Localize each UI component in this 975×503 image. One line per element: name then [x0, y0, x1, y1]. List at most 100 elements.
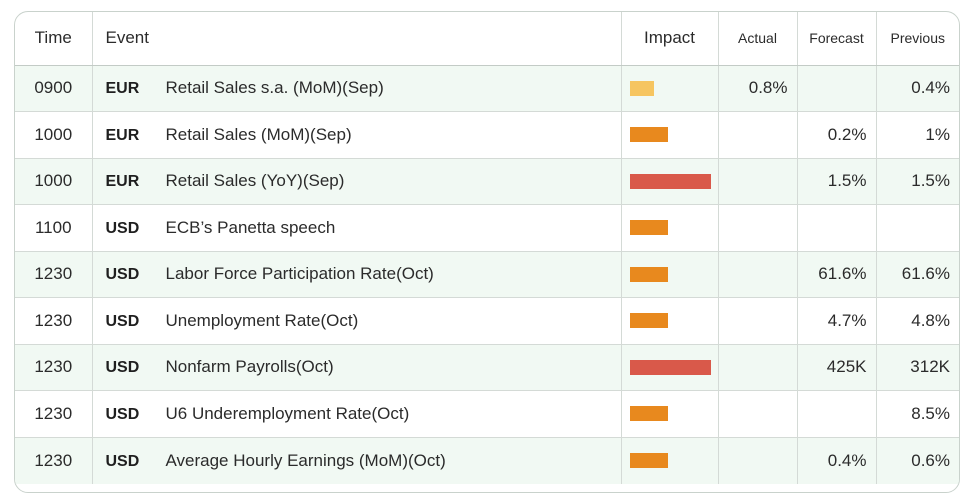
previous-cell: 1% — [876, 111, 959, 159]
impact-cell — [621, 344, 719, 391]
column-header-previous[interactable]: Previous — [876, 12, 959, 66]
table-row[interactable]: 1100 USD ECB’s Panetta speech — [15, 204, 959, 252]
impact-bar-high — [629, 173, 711, 189]
actual-cell — [718, 297, 798, 345]
table-row[interactable]: 1230 USD Unemployment Rate(Oct) 4.7% 4.8% — [15, 297, 959, 345]
calendar-table: Time Event Impact Actual Forecast Previo… — [15, 12, 959, 484]
impact-cell — [621, 390, 719, 438]
table-row[interactable]: 1230 USD Average Hourly Earnings (MoM)(Oc… — [15, 437, 959, 484]
impact-cell — [621, 251, 719, 298]
impact-cell — [621, 65, 719, 112]
event-cell: USD Average Hourly Earnings (MoM)(Oct) — [92, 437, 622, 484]
forecast-cell — [797, 65, 877, 112]
event-cell: USD Labor Force Participation Rate(Oct) — [92, 251, 622, 298]
currency-code: EUR — [105, 173, 140, 191]
event-name: Retail Sales (MoM)(Sep) — [165, 124, 352, 144]
forecast-cell: 4.7% — [797, 297, 877, 345]
forecast-cell: 0.2% — [797, 111, 877, 159]
time-cell: 1230 — [15, 390, 93, 438]
forecast-cell — [797, 390, 877, 438]
column-header-actual[interactable]: Actual — [718, 12, 798, 66]
event-cell: USD ECB’s Panetta speech — [92, 204, 622, 252]
table-row[interactable]: 1230 USD Nonfarm Payrolls(Oct) 425K 312K — [15, 344, 959, 391]
time-cell: 1000 — [15, 111, 93, 159]
previous-cell: 4.8% — [876, 297, 959, 345]
event-cell: EUR Retail Sales (YoY)(Sep) — [92, 158, 622, 205]
currency-code: USD — [105, 359, 140, 377]
header-row: Time Event Impact Actual Forecast Previo… — [15, 12, 959, 66]
previous-cell — [876, 204, 959, 252]
table-header: Time Event Impact Actual Forecast Previo… — [15, 12, 959, 66]
currency-code: USD — [105, 452, 140, 470]
currency-code: EUR — [105, 126, 140, 144]
actual-cell — [718, 437, 798, 484]
table-row[interactable]: 0900 EUR Retail Sales s.a. (MoM)(Sep) 0.8… — [15, 65, 959, 112]
impact-cell — [621, 437, 719, 484]
forecast-cell: 0.4% — [797, 437, 877, 484]
currency-code: USD — [105, 312, 140, 330]
impact-cell — [621, 297, 719, 345]
actual-cell — [718, 204, 798, 252]
time-cell: 1000 — [15, 158, 93, 205]
impact-cell — [621, 204, 719, 252]
actual-cell — [718, 111, 798, 159]
previous-cell: 0.6% — [911, 450, 950, 470]
event-name: Retail Sales (YoY)(Sep) — [165, 171, 345, 191]
actual-cell — [718, 251, 798, 298]
event-name: Nonfarm Payrolls(Oct) — [165, 357, 334, 377]
impact-bar-medium — [629, 127, 668, 143]
impact-cell — [621, 158, 719, 205]
economic-calendar-table: Time Event Impact Actual Forecast Previo… — [14, 11, 960, 493]
time-cell: 1230 — [15, 251, 93, 298]
actual-cell — [718, 390, 798, 438]
impact-cell — [621, 111, 719, 159]
table-row[interactable]: 1230 USD Labor Force Participation Rate(O… — [15, 251, 959, 298]
actual-cell — [718, 344, 798, 391]
actual-cell — [718, 158, 798, 205]
column-header-impact[interactable]: Impact — [621, 12, 719, 66]
table-row[interactable]: 1000 EUR Retail Sales (MoM)(Sep) 0.2% 1% — [15, 111, 959, 159]
previous-cell: 0.4% — [876, 65, 959, 112]
column-header-forecast[interactable]: Forecast — [797, 12, 877, 66]
column-header-time[interactable]: Time — [15, 12, 93, 66]
previous-cell: 61.6% — [876, 251, 959, 298]
time-cell: 1230 — [15, 297, 93, 345]
forecast-cell: 61.6% — [797, 251, 877, 298]
column-header-event[interactable]: Event — [92, 12, 622, 66]
table-row[interactable]: 1000 EUR Retail Sales (YoY)(Sep) 1.5% 1.5… — [15, 158, 959, 205]
impact-bar-high — [629, 359, 711, 375]
event-cell: USD U6 Underemployment Rate(Oct) — [92, 390, 622, 438]
currency-code: EUR — [105, 80, 140, 98]
table-body: 0900 EUR Retail Sales s.a. (MoM)(Sep) 0.8… — [15, 65, 959, 484]
event-name: ECB’s Panetta speech — [165, 217, 336, 237]
previous-cell: 1.5% — [876, 158, 959, 205]
impact-bar-low — [629, 80, 654, 96]
forecast-cell: 425K — [797, 344, 877, 391]
event-name: Unemployment Rate(Oct) — [165, 310, 359, 330]
event-name: Labor Force Participation Rate(Oct) — [165, 264, 434, 284]
event-name: Average Hourly Earnings (MoM)(Oct) — [165, 450, 446, 470]
impact-bar-medium — [629, 220, 668, 236]
time-cell: 1100 — [15, 204, 93, 252]
event-cell: EUR Retail Sales s.a. (MoM)(Sep) — [92, 65, 622, 112]
table-row[interactable]: 1230 USD U6 Underemployment Rate(Oct) 8.5… — [15, 390, 959, 438]
previous-cell: 312K — [876, 344, 959, 391]
forecast-cell: 1.5% — [797, 158, 877, 205]
impact-bar-medium — [629, 453, 668, 468]
currency-code: USD — [105, 405, 140, 423]
previous-cell: 8.5% — [876, 390, 959, 438]
impact-bar-medium — [629, 313, 668, 329]
event-cell: EUR Retail Sales (MoM)(Sep) — [92, 111, 622, 159]
impact-bar-medium — [629, 406, 668, 422]
event-name: U6 Underemployment Rate(Oct) — [165, 403, 410, 423]
time-cell: 0900 — [15, 65, 93, 112]
time-cell: 1230 — [15, 344, 93, 391]
event-cell: USD Unemployment Rate(Oct) — [92, 297, 622, 345]
impact-bar-medium — [629, 266, 668, 282]
currency-code: USD — [105, 219, 140, 237]
currency-code: USD — [105, 266, 140, 284]
event-name: Retail Sales s.a. (MoM)(Sep) — [165, 78, 384, 98]
forecast-cell — [797, 204, 877, 252]
actual-cell: 0.8% — [718, 65, 798, 112]
event-cell: USD Nonfarm Payrolls(Oct) — [92, 344, 622, 391]
